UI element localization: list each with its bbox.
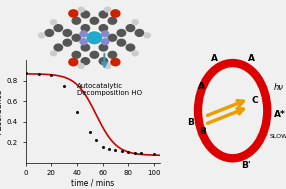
Point — [62, 84, 66, 88]
Circle shape — [78, 64, 84, 68]
Circle shape — [132, 20, 138, 25]
Circle shape — [45, 29, 53, 36]
Circle shape — [72, 17, 81, 24]
Text: A: A — [198, 82, 205, 91]
Point — [113, 149, 118, 152]
Point — [100, 146, 105, 149]
Text: hν: hν — [274, 83, 284, 92]
Text: B: B — [188, 119, 194, 128]
Circle shape — [99, 44, 108, 51]
Circle shape — [81, 44, 90, 51]
Circle shape — [90, 34, 99, 41]
Circle shape — [81, 11, 90, 18]
Point — [107, 148, 111, 151]
Point — [94, 139, 98, 142]
Circle shape — [90, 17, 99, 24]
Circle shape — [69, 58, 78, 66]
Circle shape — [132, 51, 138, 56]
Circle shape — [51, 51, 57, 56]
Point — [120, 150, 124, 153]
Text: B: B — [199, 127, 206, 136]
Circle shape — [102, 31, 109, 37]
Y-axis label: Absorbance: Absorbance — [0, 89, 4, 134]
Point — [49, 73, 54, 76]
Point — [23, 71, 28, 74]
Circle shape — [117, 29, 126, 36]
Circle shape — [135, 29, 144, 36]
Circle shape — [105, 7, 111, 12]
Point — [88, 130, 92, 133]
Circle shape — [111, 10, 120, 17]
Circle shape — [63, 29, 72, 36]
Circle shape — [69, 10, 78, 17]
Point — [36, 72, 41, 75]
Circle shape — [80, 39, 87, 45]
Text: A: A — [211, 54, 218, 63]
Circle shape — [99, 58, 108, 64]
Circle shape — [105, 64, 111, 68]
Text: A*: A* — [274, 110, 286, 119]
Point — [75, 110, 79, 113]
Circle shape — [81, 58, 90, 64]
Circle shape — [78, 7, 84, 12]
Circle shape — [81, 25, 90, 32]
Circle shape — [54, 44, 63, 51]
Point — [132, 152, 137, 155]
Text: SLOW: SLOW — [269, 134, 286, 139]
Text: Autocatalytic
Decomposition HO: Autocatalytic Decomposition HO — [77, 83, 142, 96]
Circle shape — [99, 25, 108, 32]
Circle shape — [144, 33, 150, 38]
Circle shape — [72, 34, 81, 41]
Circle shape — [99, 11, 108, 18]
Circle shape — [108, 51, 117, 58]
Circle shape — [117, 39, 126, 46]
Circle shape — [39, 33, 45, 38]
Text: A: A — [248, 54, 255, 63]
Circle shape — [80, 31, 87, 37]
Circle shape — [108, 34, 117, 41]
Circle shape — [108, 17, 117, 24]
Text: B': B' — [241, 161, 250, 170]
Circle shape — [72, 51, 81, 58]
Circle shape — [126, 25, 135, 32]
Circle shape — [90, 51, 99, 58]
Point — [139, 152, 143, 155]
Circle shape — [63, 39, 72, 46]
Point — [126, 151, 130, 154]
Circle shape — [102, 39, 109, 45]
Circle shape — [87, 32, 102, 44]
Circle shape — [51, 20, 57, 25]
Circle shape — [111, 58, 120, 66]
Circle shape — [54, 25, 63, 32]
Point — [152, 153, 156, 156]
X-axis label: time / mins: time / mins — [71, 179, 115, 188]
Text: C: C — [251, 96, 258, 105]
Circle shape — [126, 44, 135, 51]
